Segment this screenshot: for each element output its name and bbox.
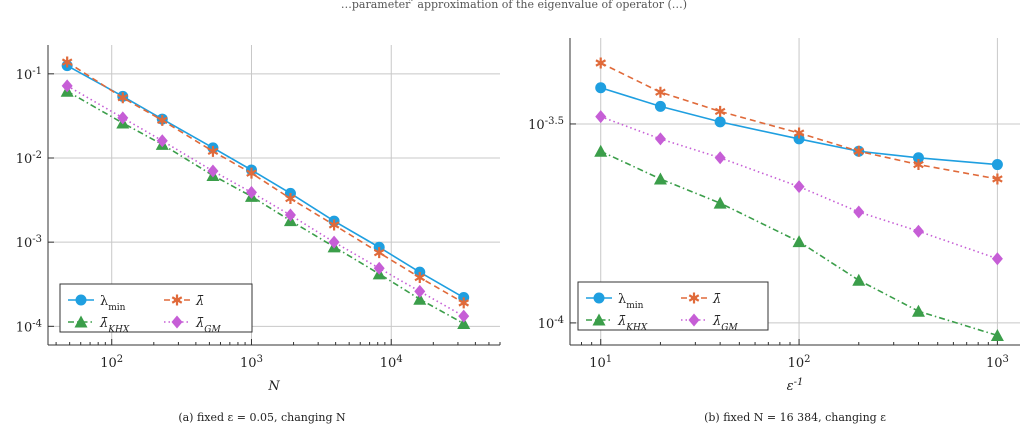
legend-label: λmin bbox=[100, 294, 126, 313]
data-point bbox=[912, 224, 924, 238]
data-point bbox=[992, 173, 1003, 185]
data-point bbox=[991, 252, 1003, 266]
y-tick-label: 10-4 bbox=[538, 314, 564, 332]
legend-marker bbox=[171, 294, 183, 306]
legend-marker bbox=[75, 294, 87, 306]
data-point bbox=[117, 111, 129, 125]
legend-label: λ̄ bbox=[195, 294, 204, 309]
data-point bbox=[594, 144, 608, 157]
x-tick-label: 102 bbox=[100, 354, 123, 372]
data-point bbox=[458, 309, 470, 323]
data-point bbox=[458, 297, 470, 309]
legend-marker bbox=[74, 315, 88, 328]
series-line bbox=[66, 85, 465, 317]
legend-marker bbox=[688, 292, 700, 304]
y-tick-label: 10-3.5 bbox=[528, 115, 564, 133]
data-point bbox=[373, 247, 385, 259]
data-point bbox=[285, 193, 296, 205]
y-tick-label: 10-1 bbox=[16, 65, 42, 83]
legend-label: λ̄KHX bbox=[99, 316, 130, 335]
data-point bbox=[414, 272, 426, 284]
caption-a: (a) fixed ε = 0.05, changing N bbox=[178, 411, 346, 424]
data-point bbox=[714, 151, 726, 165]
x-tick-label: 104 bbox=[380, 354, 403, 372]
data-point bbox=[793, 133, 805, 145]
data-point bbox=[991, 159, 1003, 171]
data-point bbox=[990, 328, 1004, 341]
y-tick-label: 10-2 bbox=[16, 149, 42, 167]
data-point bbox=[246, 167, 257, 179]
legend-box bbox=[577, 281, 769, 331]
data-point bbox=[714, 116, 726, 128]
x-tick-label: 103 bbox=[986, 354, 1009, 372]
y-tick-label: 10-3 bbox=[16, 234, 42, 252]
data-point bbox=[207, 164, 219, 178]
figure-top-caption: …parameter ̃ approximation of the eigenv… bbox=[341, 0, 687, 11]
data-point bbox=[207, 145, 219, 157]
data-point bbox=[328, 235, 340, 249]
data-point bbox=[373, 261, 385, 275]
data-point bbox=[713, 196, 727, 209]
data-point bbox=[117, 92, 129, 104]
data-point bbox=[654, 132, 666, 146]
legend-label: λ̄ bbox=[712, 292, 721, 307]
x-axis-label: N bbox=[267, 379, 280, 394]
legend-marker bbox=[688, 313, 700, 327]
data-point bbox=[414, 284, 426, 298]
legend-label: λ̄GM bbox=[195, 316, 221, 335]
data-point bbox=[156, 134, 168, 148]
data-point bbox=[61, 79, 73, 93]
legend-marker bbox=[592, 313, 606, 326]
data-point bbox=[793, 127, 805, 139]
x-axis-label: ε-1 bbox=[787, 377, 804, 395]
legend: λmin λ̄ λ̄KHX λ̄GM bbox=[577, 281, 769, 333]
data-point bbox=[912, 152, 924, 164]
legend-label: λmin bbox=[618, 292, 644, 311]
caption-b: (b) fixed N = 16 384, changing ε bbox=[704, 411, 886, 424]
data-point bbox=[61, 56, 73, 68]
data-point bbox=[852, 273, 866, 286]
data-point bbox=[245, 185, 257, 199]
data-point bbox=[595, 110, 607, 124]
data-point bbox=[853, 145, 865, 157]
legend-box bbox=[59, 283, 253, 333]
data-point bbox=[328, 219, 340, 231]
series-line bbox=[66, 90, 465, 325]
legend-marker bbox=[171, 315, 183, 329]
data-point bbox=[792, 235, 806, 248]
legend-marker bbox=[593, 292, 605, 304]
data-point bbox=[913, 159, 924, 171]
data-point bbox=[654, 100, 666, 112]
y-tick-label: 10-4 bbox=[16, 318, 42, 336]
data-point bbox=[653, 172, 667, 185]
data-point bbox=[457, 317, 471, 330]
data-point bbox=[595, 57, 607, 69]
legend-label: λ̄KHX bbox=[617, 314, 648, 333]
legend-label: λ̄GM bbox=[712, 314, 738, 333]
data-point bbox=[284, 208, 296, 222]
data-point bbox=[853, 205, 865, 219]
data-point bbox=[793, 180, 805, 194]
data-point bbox=[911, 304, 925, 317]
data-point bbox=[413, 292, 427, 305]
data-point bbox=[595, 82, 607, 94]
x-tick-label: 101 bbox=[589, 354, 612, 372]
x-tick-label: 102 bbox=[788, 354, 811, 372]
x-tick-label: 103 bbox=[240, 354, 263, 372]
data-point bbox=[714, 105, 726, 117]
series-line bbox=[66, 64, 465, 299]
data-point bbox=[655, 86, 666, 98]
chart-b: 101 102 103 10-3.5 10-4 ε-1 λmin λ̄ λ̄KHX λ̄GM bbox=[528, 38, 1020, 394]
legend: λmin λ̄ λ̄KHX λ̄GM bbox=[59, 283, 253, 335]
data-point bbox=[156, 114, 168, 126]
